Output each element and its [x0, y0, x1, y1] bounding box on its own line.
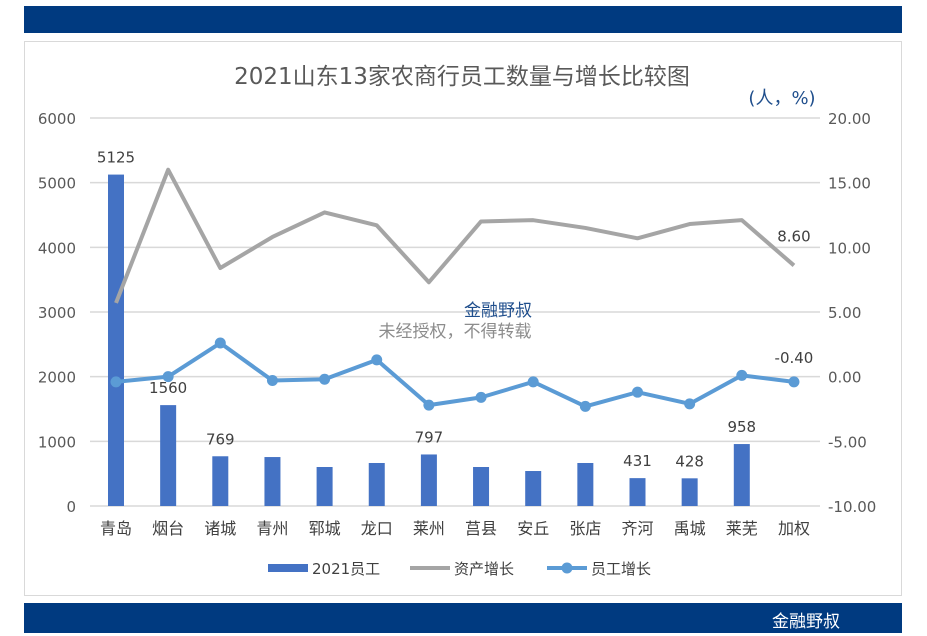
footer-brand: 金融野叔: [772, 612, 840, 632]
category-label: 禹城: [674, 519, 706, 538]
category-label: 龙口: [361, 519, 393, 538]
watermark-notice: 未经授权，不得转载: [379, 322, 532, 342]
bar: [473, 467, 490, 506]
series-line: [114, 167, 796, 304]
right-axis-unit: (人，%): [748, 88, 815, 109]
legend-label: 资产增长: [454, 560, 514, 578]
footer-band: 金融野叔: [24, 603, 902, 633]
bar: [212, 456, 229, 506]
chart-frame: [24, 41, 902, 596]
left-tick-label: 2000: [38, 369, 76, 387]
line-point: [684, 398, 696, 410]
header-band: [24, 6, 902, 33]
legend-label: 2021员工: [312, 560, 380, 578]
category-label: 莒县: [465, 519, 497, 538]
right-tick-label: -5.00: [828, 433, 867, 451]
right-tick-label: -10.00: [828, 498, 876, 516]
category-label: 诸城: [204, 519, 236, 538]
line-point: [214, 337, 226, 349]
bar: [160, 405, 177, 506]
bar: [420, 454, 437, 506]
bar: [629, 478, 646, 506]
line-point: [527, 376, 539, 388]
legend-label: 员工增长: [591, 560, 651, 578]
right-tick-label: 5.00: [828, 304, 861, 322]
category-label: 加权: [778, 519, 810, 538]
bar-data-label: 769: [206, 430, 235, 448]
category-label: 齐河: [621, 519, 653, 538]
category-label: 莱州: [413, 519, 445, 538]
left-tick-label: 6000: [38, 110, 76, 128]
left-tick-label: 1000: [38, 433, 76, 451]
line-point: [736, 369, 748, 381]
category-label: 张店: [569, 519, 601, 538]
line-point: [266, 375, 278, 387]
bar: [316, 467, 333, 506]
bar: [681, 478, 698, 506]
line-point: [110, 376, 122, 388]
line-data-label: 8.60: [777, 227, 810, 245]
bar-data-label: 428: [675, 452, 704, 470]
bar: [733, 444, 750, 506]
bar: [264, 457, 281, 506]
line-point: [319, 373, 331, 385]
line-point: [579, 400, 591, 412]
left-tick-label: 4000: [38, 239, 76, 257]
category-label: 青州: [256, 519, 288, 538]
category-label: 烟台: [152, 519, 184, 538]
line-data-label: -0.40: [775, 349, 814, 367]
left-tick-label: 0: [66, 498, 76, 516]
line-point: [423, 399, 435, 411]
left-tick-label: 5000: [38, 175, 76, 193]
legend-marker: [561, 562, 573, 574]
bar: [368, 462, 385, 506]
line-point: [788, 376, 800, 388]
bar-data-label: 5125: [97, 149, 135, 167]
bar-data-label: 958: [727, 418, 756, 436]
right-tick-label: 0.00: [828, 369, 861, 387]
bar-data-label: 431: [623, 452, 652, 470]
series-line: [115, 341, 795, 409]
bar-data-label: 1560: [149, 379, 187, 397]
bar-data-label: 797: [415, 428, 444, 446]
watermark-brand: 金融野叔: [464, 301, 532, 321]
legend-swatch: [268, 564, 308, 572]
right-tick-label: 15.00: [828, 175, 871, 193]
bar: [108, 174, 124, 507]
category-label: 郓城: [309, 519, 341, 538]
right-tick-label: 10.00: [828, 239, 871, 257]
category-label: 安丘: [517, 519, 549, 538]
right-tick-label: 20.00: [828, 110, 871, 128]
chart-title: 2021山东13家农商行员工数量与增长比较图: [234, 64, 690, 90]
line-point: [162, 371, 174, 383]
bar: [577, 462, 594, 506]
bar: [525, 471, 542, 506]
line-point: [475, 391, 487, 403]
left-tick-label: 3000: [38, 304, 76, 322]
line-point: [632, 386, 643, 398]
category-label: 莱芜: [726, 519, 758, 538]
category-label: 青岛: [100, 519, 132, 538]
line-point: [371, 354, 383, 366]
